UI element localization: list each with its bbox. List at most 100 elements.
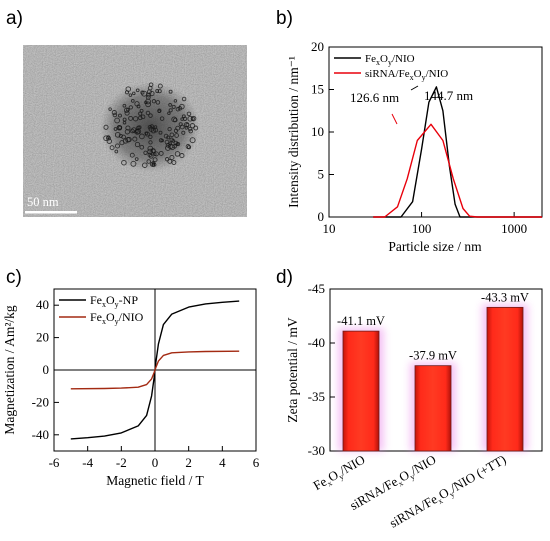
nanoparticle-dot (179, 103, 185, 110)
nanoparticle-dot (146, 159, 151, 164)
nanoparticle-dot (118, 113, 122, 118)
nanoparticle-dot (136, 125, 141, 130)
bar (486, 306, 524, 452)
nanoparticle-dot (168, 108, 173, 113)
nanoparticle-dot (139, 133, 145, 140)
nanoparticle-dot (150, 128, 157, 134)
nanoparticle-dot (155, 100, 161, 105)
nanoparticle-dot (122, 103, 127, 108)
y-tick-label: -45 (308, 281, 325, 296)
category-label-fexoy-nio: FexOy/NIO (311, 452, 369, 495)
scale-bar-label: 50 nm (27, 195, 59, 209)
legend-label-fexoy-np: FexOy-NP (90, 293, 138, 309)
panel-label-c: c) (6, 267, 22, 288)
annotation-leader-144 (410, 85, 419, 91)
nanoparticle-dot (149, 124, 155, 129)
nanoparticle-dot (134, 141, 141, 148)
legend-label-fexoy-nio-c: FexOy/NIO (90, 310, 144, 326)
nanoparticle-dot (140, 90, 145, 95)
nanoparticle-dot (181, 114, 186, 119)
y-tick-label: -40 (308, 335, 325, 350)
nanoparticle-dot (179, 124, 185, 130)
nanoparticle-dot (149, 90, 155, 97)
bar-value-label: -43.3 mV (481, 290, 529, 304)
nanoparticle-dot (159, 116, 165, 121)
series-line-0 (373, 86, 542, 218)
x-tick-label: 2 (185, 455, 192, 470)
nanoparticle-dot (112, 112, 118, 118)
nanoparticle-dot (128, 105, 133, 110)
y-tick-label: 15 (311, 82, 324, 97)
nanoparticle-dot (173, 99, 178, 103)
nanoparticle-dot (130, 99, 135, 103)
annotation-leader-126 (391, 113, 398, 125)
nanoparticle-dot (141, 90, 148, 97)
bar-value-label: -37.9 mV (409, 349, 457, 363)
nanoparticle-dot (148, 134, 153, 140)
bar (342, 330, 380, 452)
nanoparticle-dot (186, 145, 192, 150)
legend-label-fexoy-nio: FexOy/NIO (365, 53, 415, 67)
nanoparticle-dot (121, 134, 126, 140)
x-tick-label: 10 (323, 221, 336, 236)
nanoparticle-dot (116, 125, 122, 131)
nanoparticle-dot (171, 104, 176, 109)
nanoparticle-dot (145, 94, 151, 100)
nanoparticle-dot (166, 135, 171, 140)
nanoparticle-dot (184, 125, 189, 130)
category-label-sirna-fexoy-nio-tt: siRNA/FexOy/NIO (+TT) (387, 452, 510, 533)
nanoparticle-dot (169, 154, 175, 161)
nanoparticle-dot (134, 101, 140, 107)
y-tick-label: 20 (311, 39, 324, 54)
nanoparticle-dot (121, 159, 127, 166)
nanoparticle-dot (158, 150, 164, 156)
panel-label-d: d) (276, 267, 293, 288)
nanoparticle-dot (181, 130, 186, 135)
nanoparticle-dot (139, 108, 144, 113)
nanoparticle-dot (148, 140, 153, 145)
nanoparticle-dot (153, 152, 157, 156)
x-tick-label: -2 (116, 455, 127, 470)
nanoparticle-dot (106, 135, 111, 141)
nanoparticle-dot (157, 89, 162, 94)
nanoparticle-dot (145, 101, 151, 108)
nanoparticle-dot (153, 125, 158, 129)
nanoparticle-dot (147, 152, 153, 158)
nanoparticle-dot (186, 111, 192, 117)
nanoparticle-dot (157, 108, 162, 113)
nanoparticle-dot (164, 157, 170, 162)
nanoparticle-dot (189, 123, 196, 129)
nanoparticle-dot (139, 144, 145, 150)
nanoparticle-dot (140, 114, 146, 120)
nanoparticle-dot (114, 131, 121, 138)
nanoparticle-dot (132, 91, 136, 96)
nanoparticle-dot (135, 128, 142, 135)
nanoparticle-dot (188, 128, 193, 134)
nanoparticle-dot (123, 107, 130, 113)
y-tick-label: -20 (32, 394, 49, 409)
nanoparticle-dot (152, 157, 158, 163)
nanoparticle-dot (175, 142, 179, 146)
bar (414, 365, 452, 452)
nanoparticle-dot (193, 125, 199, 131)
nanoparticle-dots (103, 82, 199, 168)
nanoparticle-dot (132, 116, 139, 122)
nanoparticle-dot (124, 129, 131, 135)
panel-d-chart: -30 -35 -40 -45 -41.1 mV -37.9 mV -43.3 mV Ze… (285, 281, 543, 533)
x-tick-label: 6 (253, 455, 260, 470)
panel-b-series (373, 86, 542, 218)
panel-b-chart: 10 100 1000 0 5 10 15 20 FexOy/NIO siRNA/FexOy/… (286, 39, 543, 254)
nanoparticle-dot (114, 149, 119, 154)
nanoparticle-dot (114, 117, 120, 124)
y-tick-label: 0 (318, 209, 325, 224)
annotation-144-7: 144.7 nm (424, 88, 473, 103)
nanoparticle-dot (142, 162, 148, 168)
nanoparticle-dot (129, 128, 135, 134)
y-tick-label: 5 (318, 167, 325, 182)
panel-d-ticks: -30 -35 -40 -45 (308, 281, 335, 458)
y-tick-label: 20 (36, 330, 49, 345)
nanoparticle-dot (171, 139, 176, 143)
panel-b-ticks: 10 100 1000 0 5 10 15 20 (311, 39, 527, 236)
